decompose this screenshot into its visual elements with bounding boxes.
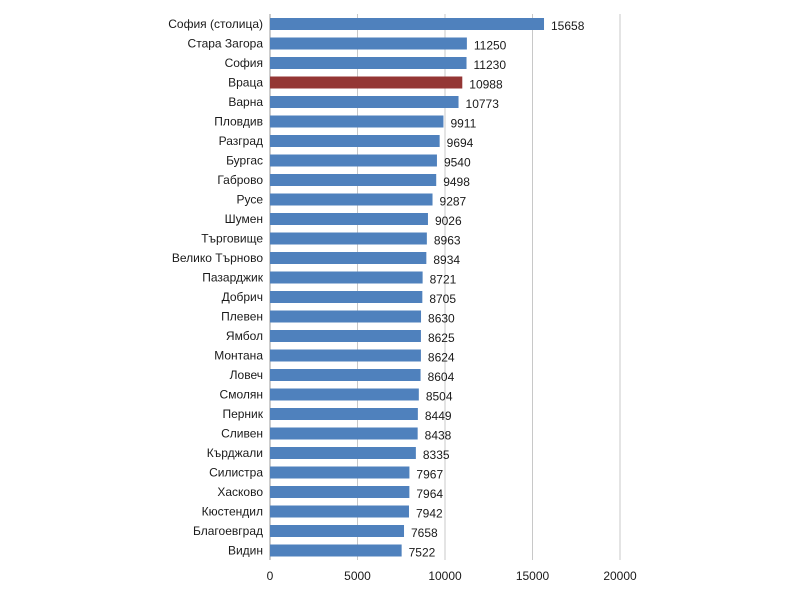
category-label: Видин <box>228 544 263 558</box>
value-label: 10773 <box>466 97 500 111</box>
value-label: 8438 <box>425 429 452 443</box>
category-label: Търговище <box>201 232 263 246</box>
bar <box>270 213 428 225</box>
bar <box>270 291 423 303</box>
bar <box>270 544 402 557</box>
bar <box>270 135 440 147</box>
value-label: 9911 <box>450 117 476 131</box>
bar <box>270 408 418 420</box>
value-label: 15658 <box>551 19 585 33</box>
bar <box>270 154 437 167</box>
value-label: 8504 <box>426 390 453 404</box>
x-tick-label: 0 <box>267 569 274 583</box>
value-label: 7967 <box>416 468 443 482</box>
bar <box>270 271 423 284</box>
bar <box>270 505 409 518</box>
value-label: 8721 <box>430 273 457 287</box>
category-label: Пазарджик <box>202 271 263 285</box>
category-label: София <box>225 56 263 70</box>
value-label: 8335 <box>423 448 450 462</box>
value-label: 8625 <box>428 331 455 345</box>
value-label: 8604 <box>428 370 455 384</box>
bar <box>270 427 418 440</box>
category-label: Варна <box>228 95 263 109</box>
value-label: 9540 <box>444 156 471 170</box>
category-label: Габрово <box>217 173 263 187</box>
bar <box>270 369 421 381</box>
bar-highlighted <box>270 76 463 89</box>
category-label: Плевен <box>221 310 263 324</box>
category-label: София (столица) <box>168 17 263 31</box>
value-label: 7942 <box>416 507 443 521</box>
value-label: 11250 <box>474 39 507 53</box>
bar <box>270 330 421 342</box>
category-label: Силистра <box>209 466 263 480</box>
category-label: Смолян <box>220 388 263 402</box>
category-label: Кюстендил <box>202 505 263 519</box>
category-label: Пловдив <box>214 115 263 129</box>
value-label: 8630 <box>428 312 455 326</box>
bar <box>270 252 427 264</box>
category-label: Благоевград <box>193 524 263 538</box>
bar <box>270 525 405 537</box>
category-label: Ямбол <box>226 329 263 343</box>
value-label: 9287 <box>440 195 467 209</box>
bar <box>270 18 545 30</box>
value-label: 8624 <box>428 351 455 365</box>
value-label: 7964 <box>416 487 443 501</box>
x-tick-label: 20000 <box>603 569 637 583</box>
category-label: Русе <box>236 193 263 207</box>
category-label: Велико Търново <box>172 251 263 265</box>
category-label: Добрич <box>222 290 263 304</box>
value-label: 8705 <box>429 292 456 306</box>
bar <box>270 57 467 69</box>
value-label: 8934 <box>433 253 460 267</box>
bar <box>270 37 467 50</box>
category-label: Хасково <box>217 485 263 499</box>
category-label: Враца <box>228 76 263 90</box>
x-tick-label: 15000 <box>516 569 550 583</box>
bar <box>270 96 459 108</box>
category-label: Шумен <box>225 212 263 226</box>
value-label: 9026 <box>435 214 462 228</box>
value-label: 8963 <box>434 234 461 248</box>
category-label: Перник <box>222 407 263 421</box>
x-tick-label: 5000 <box>344 569 371 583</box>
bar <box>270 388 419 401</box>
category-label: Ловеч <box>230 368 263 382</box>
bar <box>270 232 427 245</box>
bar <box>270 174 437 186</box>
category-label: Разград <box>219 134 263 148</box>
bar <box>270 447 416 459</box>
value-label: 10988 <box>469 78 503 92</box>
category-label: Сливен <box>221 427 263 441</box>
bar <box>270 486 410 498</box>
category-label: Монтана <box>214 349 263 363</box>
value-label: 7658 <box>411 526 438 540</box>
value-label: 9498 <box>443 175 470 189</box>
value-label: 8449 <box>425 409 452 423</box>
x-tick-label: 10000 <box>428 569 462 583</box>
bar <box>270 193 433 206</box>
bar <box>270 115 444 128</box>
bar <box>270 310 422 323</box>
bar <box>270 466 410 479</box>
value-label: 9694 <box>447 136 474 150</box>
value-label: 7522 <box>409 546 436 560</box>
category-label: Бургас <box>226 154 263 168</box>
category-label: Кърджали <box>207 446 263 460</box>
value-label: 11230 <box>474 58 507 72</box>
bar <box>270 349 421 362</box>
category-label: Стара Загора <box>188 37 264 51</box>
